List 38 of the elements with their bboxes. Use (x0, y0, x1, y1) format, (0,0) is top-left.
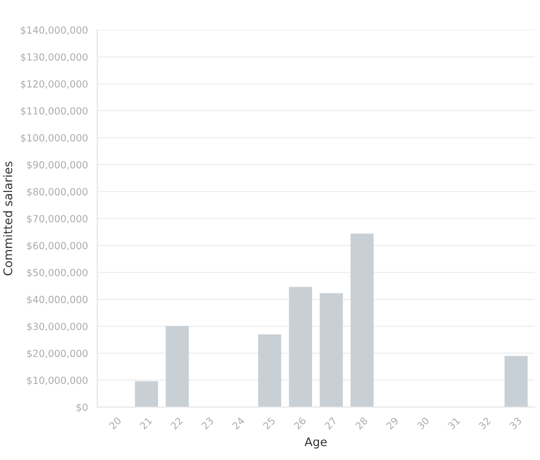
x-tick-label: 25 (262, 416, 276, 430)
y-tick-label: $10,000,000 (27, 376, 88, 386)
bar (134, 381, 158, 408)
x-tick-label: 30 (416, 416, 430, 430)
y-tick-label: $60,000,000 (27, 242, 88, 251)
x-tick-label: 23 (201, 416, 214, 430)
x-tick-label: 26 (293, 416, 306, 430)
y-tick-label: $120,000,000 (20, 80, 88, 89)
bar (288, 286, 312, 408)
y-tick-label: $90,000,000 (27, 160, 88, 170)
y-tick-label: $40,000,000 (27, 296, 88, 304)
y-tick-label: $110,000,000 (20, 107, 88, 116)
bar (258, 334, 282, 408)
y-tick-label: $80,000,000 (27, 188, 88, 197)
y-tick-label: $50,000,000 (27, 268, 88, 278)
bar (350, 234, 374, 408)
bar (504, 356, 528, 408)
x-tick-label: 22 (170, 416, 183, 430)
x-tick-label: 32 (478, 416, 491, 430)
y-tick-label: $20,000,000 (27, 350, 88, 358)
x-tick-label: 31 (447, 416, 460, 430)
x-tick-label: 33 (509, 416, 522, 430)
y-tick-label: $0 (76, 403, 88, 412)
y-tick-label: $140,000,000 (20, 26, 88, 36)
bar (166, 326, 189, 408)
y-axis-title: Committed salaries (3, 162, 12, 276)
x-tick-label: 21 (139, 416, 152, 430)
y-tick-label: $70,000,000 (27, 214, 88, 224)
y-tick-label: $130,000,000 (20, 53, 88, 62)
y-tick-label: $100,000,000 (20, 134, 88, 143)
x-axis-title: Age (304, 437, 327, 449)
y-tick-label: $30,000,000 (27, 322, 88, 332)
bar (320, 293, 343, 408)
x-tick-label: 24 (232, 416, 245, 430)
x-tick-label: 28 (355, 416, 368, 430)
x-tick-label: 20 (108, 416, 122, 430)
x-tick-label: 27 (324, 416, 337, 430)
x-tick-label: 29 (386, 416, 399, 430)
